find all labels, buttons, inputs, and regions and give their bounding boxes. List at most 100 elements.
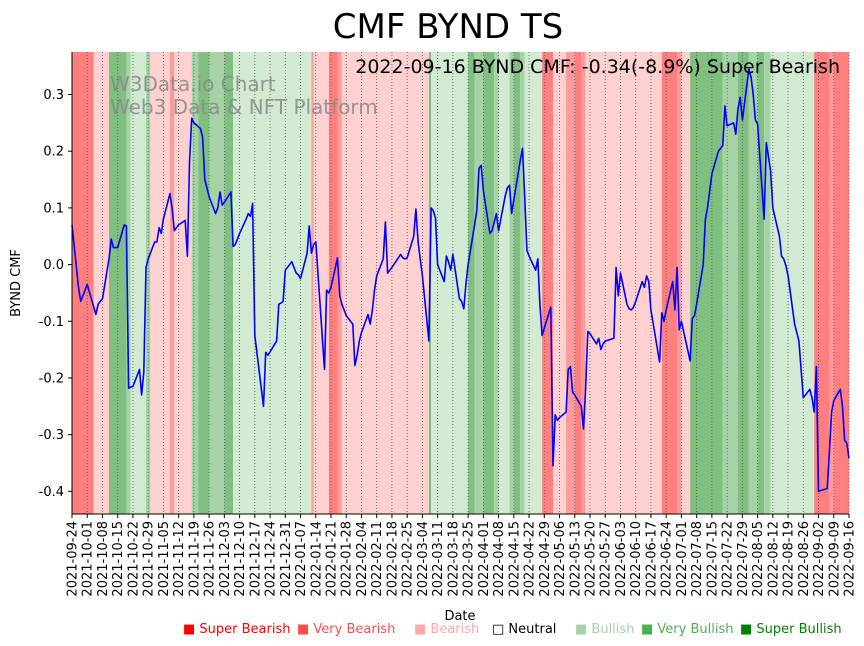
x-tick-label: 2022-07-08 [690,521,705,597]
x-tick-label: 2022-08-05 [751,521,766,597]
axes [71,52,849,515]
x-tick-label: 2021-12-10 [233,521,248,597]
x-tick-label: 2021-12-17 [248,521,263,597]
legend-item: ■ Bullish [575,622,634,637]
x-tick-label: 2022-06-17 [644,521,659,597]
zone-very-bullish [474,52,484,514]
zone-super-bullish [483,52,495,514]
x-tick-label: 2021-11-19 [187,521,202,597]
x-tick-label: 2021-10-01 [81,521,96,597]
legend-item: ■ Very Bullish [641,622,733,637]
x-tick-label: 2022-06-10 [629,521,644,597]
zone-very-bearish [169,52,175,514]
zone-very-bullish [509,52,514,514]
watermark-line-2: Web3 Data & NFT Platform [110,95,378,119]
x-tick-label: 2021-10-15 [111,521,126,597]
x-tick-label: 2022-04-01 [477,521,492,597]
zone-very-bullish [520,52,525,514]
y-tick-label: -0.2 [39,371,64,386]
x-tick-label: 2022-03-04 [416,521,431,597]
zone-super-bullish [224,52,234,514]
x-tick-label: 2021-10-08 [96,521,111,597]
zone-bearish [313,52,329,514]
x-tick-label: 2022-03-11 [431,521,446,597]
zone-super-bearish [661,52,678,514]
x-tick-label: 2022-01-21 [325,521,340,597]
sentiment-zones [72,52,849,514]
cmf-series [71,68,850,493]
x-tick-label: 2022-08-26 [797,521,812,597]
x-tick-label: 2022-03-25 [462,521,477,597]
zone-very-bullish [722,52,738,514]
zone-bullish [233,52,251,514]
x-tick-label: 2022-05-27 [599,521,614,597]
legend-item: □ Neutral [492,622,556,637]
zone-bearish [174,52,192,514]
x-tick-label: 2022-07-29 [736,521,751,597]
zone-very-bullish [191,52,199,514]
last-value-annotation: 2022-09-16 BYND CMF: -0.34(-8.9%) Super … [355,56,840,78]
zone-very-bearish [677,52,682,514]
x-tick-label: 2022-05-13 [568,521,583,597]
legend-item: ■ Super Bullish [740,622,842,637]
x-tick-label: 2022-02-25 [401,521,416,597]
zone-bearish [150,52,170,514]
x-tick-label: 2022-06-24 [660,521,675,597]
x-tick-label: 2021-11-05 [157,521,172,597]
x-tick-label: 2021-12-24 [264,521,279,597]
x-tick-label: 2022-01-28 [340,521,355,597]
zone-very-bullish [126,52,131,514]
legend-item: ■ Very Bearish [297,622,395,637]
x-tick-label: 2022-07-15 [705,521,720,597]
x-tick-label: 2021-10-29 [142,521,157,597]
zone-very-bullish [209,52,225,514]
x-tick-label: 2022-09-09 [827,521,842,597]
x-tick-label: 2021-12-03 [218,521,233,597]
watermark: W3Data.io Chart Web3 Data & NFT Platform [110,72,378,119]
y-tick-label: -0.3 [39,428,64,443]
zone-bullish [770,52,815,514]
y-tick-label: 0.3 [43,88,64,103]
x-tick-label: 2022-08-19 [782,521,797,597]
zone-super-bearish [574,52,582,514]
zone-super-bullish [738,52,749,514]
x-tick-label: 2022-03-18 [446,521,461,597]
watermark-line-1: W3Data.io Chart [110,72,276,96]
x-tick-label: 2022-01-07 [294,521,309,597]
legend-item: ■ Bearish [414,622,479,637]
legend-item: ■ Super Bearish [183,622,291,637]
zone-super-bearish [814,52,830,514]
legend: ■ Super Bearish ■ Very Bearish ■ Bearish □ … [183,622,842,637]
x-tick-label: 2022-04-08 [492,521,507,597]
zone-very-bullish [494,52,499,514]
y-tick-label: -0.1 [39,315,64,330]
zone-bullish [459,52,469,514]
x-tick-label: 2021-12-31 [279,521,294,597]
zone-bearish [585,52,662,514]
zone-bearish [681,52,691,514]
zone-super-bullish [513,52,521,514]
y-tick-label: 0.0 [43,258,64,273]
x-tick-label: 2022-05-06 [553,521,568,597]
x-tick-label: 2022-07-01 [675,521,690,597]
y-axis-label: BYND CMF [9,249,24,317]
zone-super-bearish [72,52,94,514]
x-tick-label: 2021-09-24 [66,521,81,597]
x-tick-label: 2022-06-03 [614,521,629,597]
chart-title: CMF BYND TS [333,7,563,47]
y-axis-ticks: -0.4 -0.3 -0.2 -0.1 0.0 0.1 0.2 0.3 [39,88,72,500]
x-tick-label: 2022-04-29 [538,521,553,597]
zone-bearish [93,52,109,514]
zone-super-bullish [198,52,210,514]
x-tick-label: 2022-02-04 [355,521,370,597]
zone-super-bearish [833,52,849,514]
x-tick-label: 2022-09-16 [843,521,858,597]
x-tick-label: 2022-09-02 [812,521,827,597]
zone-very-bearish [829,52,834,514]
zone-bullish [130,52,146,514]
zone-very-bullish [748,52,758,514]
y-tick-label: 0.1 [43,201,64,216]
x-tick-label: 2022-01-14 [309,521,324,597]
zone-very-bearish [581,52,586,514]
